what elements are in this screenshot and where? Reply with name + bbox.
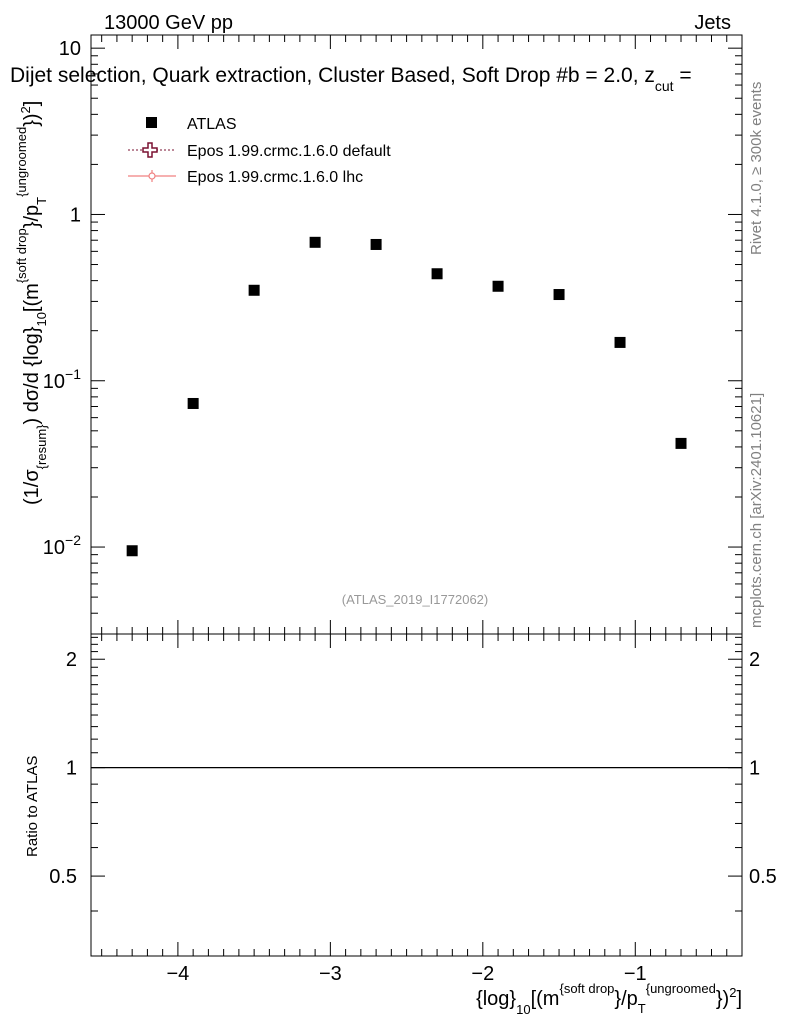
legend-epos-default-label: Epos 1.99.crmc.1.6.0 default <box>187 143 391 160</box>
y-ratio-tick-label-left: 0.5 <box>49 866 77 888</box>
ratio-plot-frame <box>90 633 743 957</box>
x-axis-label: {log}10[(m{soft drop}/pT{ungroomed})2] <box>476 981 742 1017</box>
energy-label: 13000 GeV pp <box>104 12 233 34</box>
legend-atlas-label: ATLAS <box>187 116 237 133</box>
atlas-data-point <box>492 280 504 292</box>
atlas-data-point <box>614 336 626 348</box>
ratio-y-axis-label: Ratio to ATLAS <box>24 756 41 857</box>
atlas-data-points <box>126 236 687 557</box>
y-ratio-tick-label-left: 2 <box>66 649 77 671</box>
ratio-axis-ticks: 2 2 1 1 0.5 0.5 <box>49 636 777 957</box>
y-tick-base: 10 <box>43 371 65 393</box>
y-tick-exponent: −2 <box>65 532 81 548</box>
atlas-data-point <box>309 236 321 248</box>
legend-epos-lhc-marker <box>128 170 176 182</box>
legend-atlas-marker <box>146 117 157 128</box>
x-axis-ticks: −4 −3 −2 −1 <box>101 35 743 985</box>
atlas-data-point <box>431 268 443 280</box>
atlas-data-point <box>553 289 565 301</box>
plot-title-main: Dijet selection, Quark extraction, Clust… <box>10 64 655 87</box>
y-tick-exponent: −1 <box>65 366 81 382</box>
y-ratio-tick-label-right: 0.5 <box>749 866 777 888</box>
y-ratio-tick-label-right: 1 <box>749 758 760 780</box>
y-main-tick-label: 10−2 <box>43 532 81 559</box>
y-main-tick-label: 10 <box>59 38 81 60</box>
legend: ATLAS Epos 1.99.crmc.1.6.0 default Epos … <box>128 116 391 186</box>
x-tick-label: −1 <box>624 963 647 985</box>
analysis-id-label: (ATLAS_2019_I1772062) <box>342 592 488 607</box>
atlas-data-point <box>126 545 138 557</box>
atlas-data-point <box>370 238 382 250</box>
plot-title-sub: cut <box>655 78 674 94</box>
y-ratio-tick-label-right: 2 <box>749 649 760 671</box>
atlas-data-point <box>187 397 199 409</box>
y-tick-base: 10 <box>43 537 65 559</box>
atlas-data-point <box>248 284 260 296</box>
plot-title-tail: = <box>674 64 692 87</box>
y-axis-label: (1/σ{resum}) dσ/d {log}10[(m{soft drop}/… <box>14 101 49 505</box>
mcplots-label: mcplots.cern.ch [arXiv:2401.10621] <box>748 393 765 628</box>
process-label: Jets <box>694 12 731 34</box>
plot-title: Dijet selection, Quark extraction, Clust… <box>10 64 692 94</box>
y-main-tick-label: 1 <box>70 204 81 226</box>
legend-epos-default-marker <box>128 142 176 158</box>
y-main-tick-label: 10−1 <box>43 366 81 393</box>
x-tick-label: −4 <box>166 963 189 985</box>
x-tick-label: −2 <box>471 963 494 985</box>
y-ratio-tick-label-left: 1 <box>66 758 77 780</box>
x-tick-label: −3 <box>319 963 342 985</box>
atlas-data-point <box>675 437 687 449</box>
rivet-version-label: Rivet 4.1.0, ≥ 300k events <box>748 82 765 255</box>
legend-epos-lhc-label: Epos 1.99.crmc.1.6.0 lhc <box>187 169 363 186</box>
